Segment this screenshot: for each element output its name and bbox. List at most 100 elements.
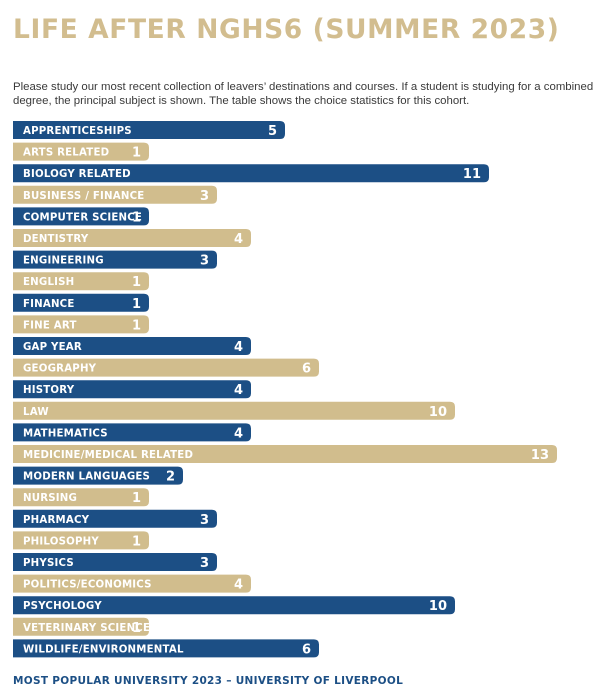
bar-value-apprenticeships: 5 [268,124,277,139]
bar-arts-related [13,142,149,161]
bar-value-finance: 1 [132,297,141,312]
bar-label-mathematics: MATHEMATICS [23,428,108,439]
bar-biology-related [13,164,489,183]
bar-value-politics-economics: 4 [234,578,243,593]
bar-label-psychology: PSYCHOLOGY [23,601,102,612]
bar-value-history: 4 [234,383,243,398]
bar-value-modern-languages: 2 [166,470,175,485]
bar-group-dentistry: DENTISTRY 4 [13,229,251,247]
bar-value-computer-science: 1 [132,210,141,225]
bar-label-business-finance: BUSINESS / FINANCE [23,191,144,202]
bar-label-english: ENGLISH [23,277,74,288]
bar-label-computer-science: COMPUTER SCIENCE [23,212,142,223]
bar-label-politics-economics: POLITICS/ECONOMICS [23,580,152,591]
bar-label-history: HISTORY [23,385,75,396]
bar-label-finance: FINANCE [23,299,75,310]
bar-fine-art [13,315,149,334]
bar-label-apprenticeships: APPRENTICESHIPS [23,126,132,137]
bar-mathematics [13,423,251,442]
bar-label-wildlife-environmental: WILDLIFE/ENVIRONMENTAL [23,644,184,655]
page-title: LIFE AFTER NGHS6 (SUMMER 2023) [13,14,560,45]
bar-computer-science [13,207,149,226]
bar-label-philosophy: PHILOSOPHY [23,536,99,547]
bar-group-geography: GEOGRAPHY 6 [13,358,319,377]
bar-label-veterinary-science: VETERINARY SCIENCE [23,623,150,634]
bar-group-wildlife-environmental: WILDLIFE/ENVIRONMENTAL 6 [13,639,319,658]
bar-history [13,380,251,399]
bar-value-psychology: 10 [429,599,447,614]
bar-group-physics: PHYSICS 3 [13,553,217,571]
bar-group-biology-related: BIOLOGY RELATED 11 [13,164,489,183]
bar-value-nursing: 1 [132,491,141,506]
bar-label-gap-year: GAP YEAR [23,342,82,353]
bar-group-philosophy: PHILOSOPHY 1 [13,531,149,550]
bar-value-philosophy: 1 [132,534,141,549]
bar-modern-languages [13,466,183,485]
bar-group-pharmacy: PHARMACY 3 [13,509,217,528]
bar-group-fine-art: FINE ART 1 [13,315,149,334]
bar-group-apprenticeships: APPRENTICESHIPS 5 [13,121,285,139]
bar-dentistry [13,229,251,247]
bar-group-english: ENGLISH 1 [13,272,149,291]
bar-law [13,401,455,420]
bar-physics [13,553,217,571]
bar-value-wildlife-environmental: 6 [302,642,311,657]
bar-value-mathematics: 4 [234,426,243,441]
bar-philosophy [13,531,149,550]
bar-group-law: LAW 10 [13,401,455,420]
bar-label-nursing: NURSING [23,493,77,504]
bar-value-veterinary-science: 1 [132,621,141,636]
bar-value-fine-art: 1 [132,318,141,333]
bar-label-engineering: ENGINEERING [23,256,104,267]
bar-group-politics-economics: POLITICS/ECONOMICS 4 [13,574,251,593]
bar-value-medicine-medical-related: 13 [531,448,549,463]
bar-value-pharmacy: 3 [200,513,209,528]
bar-group-psychology: PSYCHOLOGY 10 [13,596,455,615]
bar-label-arts-related: ARTS RELATED [23,148,109,159]
bar-value-business-finance: 3 [200,189,209,204]
bar-label-medicine-medical-related: MEDICINE/MEDICAL RELATED [23,450,193,461]
bar-group-business-finance: BUSINESS / FINANCE 3 [13,185,217,204]
bar-label-fine-art: FINE ART [23,320,77,331]
bar-label-physics: PHYSICS [23,558,74,569]
intro-text: Please study our most recent collection … [13,81,594,107]
bar-value-arts-related: 1 [132,146,141,161]
bar-label-dentistry: DENTISTRY [23,234,89,245]
bar-engineering [13,250,217,269]
bar-group-modern-languages: MODERN LANGUAGES 2 [13,466,183,485]
bar-value-law: 10 [429,405,447,420]
bar-value-biology-related: 11 [463,167,481,182]
bar-label-pharmacy: PHARMACY [23,515,90,526]
bar-pharmacy [13,509,217,528]
bar-value-engineering: 3 [200,254,209,269]
bar-label-modern-languages: MODERN LANGUAGES [23,472,150,483]
bar-label-biology-related: BIOLOGY RELATED [23,169,131,180]
bar-group-engineering: ENGINEERING 3 [13,250,217,269]
bar-group-gap-year: GAP YEAR 4 [13,337,251,355]
bar-group-nursing: NURSING 1 [13,488,149,507]
bar-value-dentistry: 4 [234,232,243,247]
bar-group-mathematics: MATHEMATICS 4 [13,423,251,442]
bar-medicine-medical-related [13,445,557,463]
bar-psychology [13,596,455,615]
bar-value-gap-year: 4 [234,340,243,355]
bar-group-arts-related: ARTS RELATED 1 [13,142,149,161]
bar-gap-year [13,337,251,355]
bar-group-finance: FINANCE 1 [13,293,149,312]
bar-wildlife-environmental [13,639,319,658]
bar-group-medicine-medical-related: MEDICINE/MEDICAL RELATED 13 [13,445,557,463]
bar-geography [13,358,319,377]
bar-finance [13,293,149,312]
bar-apprenticeships [13,121,285,139]
bar-label-law: LAW [23,407,49,418]
bar-veterinary-science [13,617,149,636]
bar-english [13,272,149,291]
bar-value-english: 1 [132,275,141,290]
bar-value-geography: 6 [302,362,311,377]
footer-note: MOST POPULAR UNIVERSITY 2023 – UNIVERSIT… [13,675,404,687]
bar-politics-economics [13,574,251,593]
bar-label-geography: GEOGRAPHY [23,364,97,375]
